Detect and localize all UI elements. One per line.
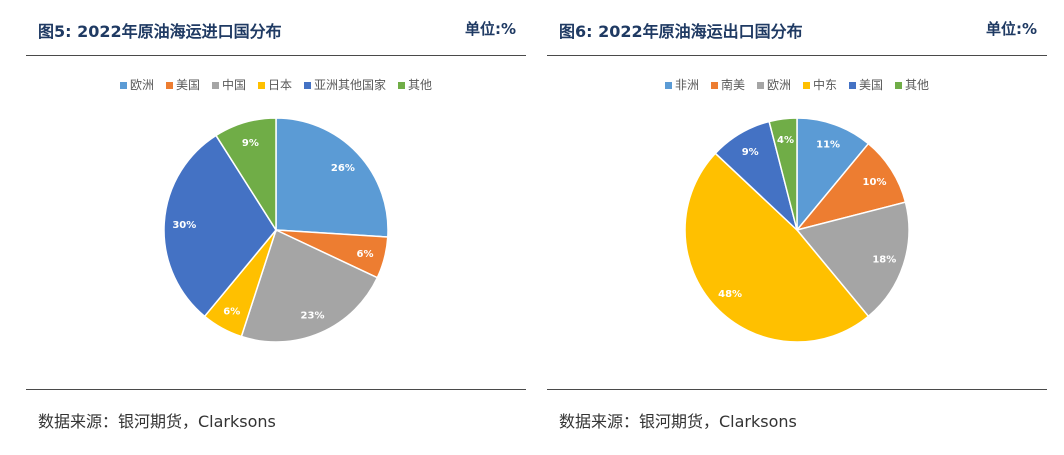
legend-label: 南美: [721, 77, 745, 92]
legend-swatch: [757, 82, 764, 89]
pie-slice-4: [163, 134, 277, 318]
bottom-divider: [26, 389, 526, 390]
pie-slice-5: [768, 117, 798, 231]
chart-header: 图5: 2022年原油海运进口国分布 单位:%: [38, 16, 516, 42]
chart-panel-export: 图6: 2022年原油海运出口国分布 单位:% 非洲 南美 欧洲 中东 美国 其他 11% 1…: [547, 0, 1047, 455]
pie-slice-0: [275, 117, 389, 238]
chart-title: 图5: 2022年原油海运进口国分布: [38, 22, 282, 41]
data-label: 10%: [863, 177, 887, 188]
data-label: 11%: [816, 140, 840, 151]
legend-label: 日本: [268, 78, 292, 92]
legend-label: 中国: [222, 77, 246, 92]
legend-swatch: [398, 82, 405, 89]
legend-label: 欧洲: [130, 78, 154, 92]
legend-label: 亚洲其他国家: [314, 77, 386, 92]
data-label: 26%: [331, 163, 355, 174]
data-label: 9%: [742, 147, 759, 158]
data-label: 9%: [242, 138, 259, 149]
legend-swatch: [120, 82, 127, 89]
pie-slice-2: [795, 201, 910, 318]
legend-label: 美国: [176, 78, 200, 92]
data-label: 4%: [777, 135, 794, 146]
data-label: 30%: [172, 220, 196, 231]
top-divider: [26, 55, 526, 56]
chart-header: 图6: 2022年原油海运出口国分布 单位:%: [559, 16, 1037, 42]
data-label: 6%: [223, 307, 240, 318]
pie-slice-3: [684, 152, 870, 343]
data-label: 23%: [301, 310, 325, 321]
source-note: 数据来源：银河期货，Clarksons: [559, 412, 797, 431]
legend-swatch: [212, 82, 219, 89]
pie-slice-2: [240, 228, 379, 343]
legend-swatch: [304, 82, 311, 89]
legend-swatch: [803, 82, 810, 89]
legend-swatch: [665, 82, 672, 89]
top-divider: [547, 55, 1047, 56]
legend-label: 美国: [859, 78, 883, 92]
legend-label: 其他: [905, 78, 929, 92]
data-label: 18%: [872, 254, 896, 265]
legend-swatch: [849, 82, 856, 89]
data-label: 6%: [357, 249, 374, 260]
chart-unit: 单位:%: [985, 20, 1037, 38]
legend-label: 欧洲: [767, 78, 791, 92]
legend-label: 其他: [408, 78, 432, 92]
legend-swatch: [258, 82, 265, 89]
legend-label: 中东: [813, 77, 837, 92]
data-label: 48%: [718, 289, 742, 300]
legend-swatch: [166, 82, 173, 89]
import-pie-chart: 欧洲 美国 中国 日本 亚洲其他国家 其他 26% 6% 23% 6% 30% 9%: [120, 77, 432, 343]
export-pie-chart: 非洲 南美 欧洲 中东 美国 其他 11% 10% 18% 48% 9% 4%: [665, 77, 929, 343]
chart-unit: 单位:%: [464, 20, 516, 38]
pie-slice-0: [796, 117, 870, 233]
chart-title: 图6: 2022年原油海运出口国分布: [559, 22, 803, 41]
legend-swatch: [895, 82, 902, 89]
bottom-divider: [547, 389, 1047, 390]
pie-slice-5: [214, 117, 277, 233]
chart-panel-import: 图5: 2022年原油海运进口国分布 单位:% 欧洲 美国 中国 日本 亚洲其他国家 其他…: [26, 0, 526, 455]
legend-swatch: [711, 82, 718, 89]
source-note: 数据来源：银河期货，Clarksons: [38, 412, 276, 431]
legend-label: 非洲: [675, 78, 699, 92]
